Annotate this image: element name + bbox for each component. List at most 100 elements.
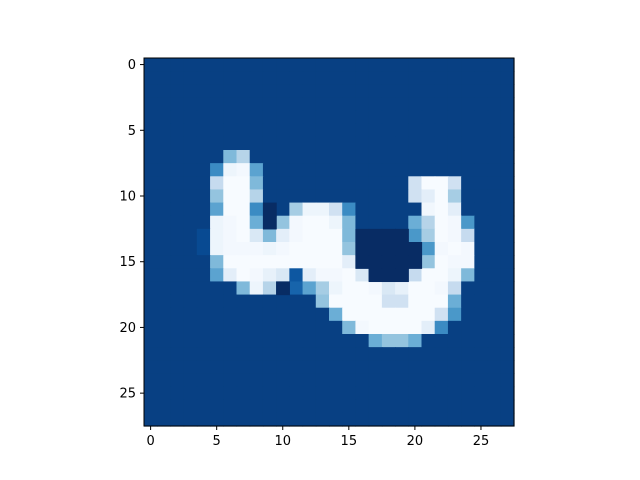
heatmap-cell <box>447 373 462 388</box>
heatmap-cell <box>487 281 502 296</box>
heatmap-cell <box>276 84 290 99</box>
heatmap-cell <box>144 110 158 125</box>
heatmap-cell <box>408 307 423 322</box>
heatmap-cell <box>368 242 383 256</box>
heatmap-cell <box>474 228 489 243</box>
heatmap-cell <box>487 150 502 164</box>
heatmap-cell <box>487 268 502 283</box>
heatmap-cell <box>183 84 198 99</box>
heatmap-cell <box>329 307 343 322</box>
heatmap-cell <box>170 242 185 256</box>
heatmap-cell <box>262 97 277 112</box>
heatmap-cell <box>196 189 211 204</box>
heatmap-cell <box>302 307 317 322</box>
heatmap-cell <box>381 150 396 164</box>
heatmap-cell <box>474 386 489 401</box>
heatmap-cell <box>302 215 317 230</box>
heatmap-cell <box>421 176 436 191</box>
heatmap-cell <box>144 412 158 427</box>
heatmap-cell <box>461 215 475 230</box>
heatmap-cell <box>289 136 304 151</box>
heatmap-cell <box>500 294 515 309</box>
heatmap-cell <box>249 334 264 348</box>
heatmap-cell <box>276 255 290 269</box>
heatmap-cell <box>315 123 330 138</box>
heatmap-cell <box>408 347 423 361</box>
heatmap-cell <box>157 84 172 99</box>
heatmap-cell <box>183 281 198 296</box>
heatmap-cell <box>355 202 370 217</box>
heatmap-cell <box>302 334 317 348</box>
heatmap-cell <box>183 215 198 230</box>
heatmap-cell <box>289 58 304 72</box>
x-tick-label: 10 <box>274 434 291 449</box>
heatmap-cell <box>474 136 489 151</box>
heatmap-cell <box>236 386 251 401</box>
heatmap-cell <box>381 386 396 401</box>
heatmap-cell <box>144 307 158 322</box>
heatmap-cell <box>315 412 330 427</box>
heatmap-cell <box>368 123 383 138</box>
heatmap-cell <box>395 373 409 388</box>
heatmap-cell <box>170 399 185 414</box>
heatmap-cell <box>342 386 357 401</box>
heatmap-cell <box>183 386 198 401</box>
heatmap-cell <box>196 294 211 309</box>
heatmap-cell <box>395 255 409 269</box>
heatmap-cell <box>289 215 304 230</box>
heatmap-cell <box>408 242 423 256</box>
heatmap-cell <box>395 334 409 348</box>
heatmap-cell <box>157 320 172 335</box>
heatmap-cell <box>342 97 357 112</box>
heatmap-cell <box>223 255 238 269</box>
heatmap-cell <box>381 281 396 296</box>
heatmap-cell <box>315 386 330 401</box>
heatmap-cell <box>249 97 264 112</box>
heatmap-cell <box>355 228 370 243</box>
heatmap-cell <box>289 189 304 204</box>
heatmap-cell <box>170 320 185 335</box>
heatmap-cell <box>474 373 489 388</box>
heatmap-cell <box>487 347 502 361</box>
heatmap-cell <box>249 307 264 322</box>
heatmap-cell <box>355 320 370 335</box>
heatmap-cell <box>302 399 317 414</box>
heatmap-cell <box>355 268 370 283</box>
heatmap-cell <box>461 58 475 72</box>
heatmap-cell <box>461 307 475 322</box>
heatmap-cell <box>461 136 475 151</box>
heatmap-cell <box>183 360 198 375</box>
heatmap-cell <box>302 373 317 388</box>
heatmap-cell <box>355 360 370 375</box>
heatmap-cell <box>395 320 409 335</box>
heatmap-cell <box>329 320 343 335</box>
heatmap-cell <box>329 334 343 348</box>
heatmap-cell <box>315 373 330 388</box>
heatmap-cell <box>447 228 462 243</box>
heatmap-cell <box>302 228 317 243</box>
heatmap-cell <box>236 399 251 414</box>
heatmap-cell <box>210 268 224 283</box>
heatmap-cell <box>408 399 423 414</box>
heatmap-cell <box>210 242 224 256</box>
heatmap-cell <box>236 242 251 256</box>
heatmap-cell <box>421 373 436 388</box>
heatmap-cell <box>368 360 383 375</box>
heatmap-cell <box>487 110 502 125</box>
heatmap-cell <box>196 334 211 348</box>
heatmap-cell <box>434 84 449 99</box>
heatmap-cell <box>329 242 343 256</box>
heatmap-cell <box>487 215 502 230</box>
heatmap-cell <box>249 176 264 191</box>
heatmap-cell <box>249 255 264 269</box>
heatmap-cell <box>381 71 396 85</box>
heatmap-cell <box>223 71 238 85</box>
heatmap-cell <box>447 307 462 322</box>
heatmap-cell <box>381 58 396 72</box>
heatmap-cell <box>302 84 317 99</box>
heatmap-cell <box>395 215 409 230</box>
heatmap-cell <box>289 347 304 361</box>
heatmap-cell <box>368 373 383 388</box>
heatmap-cell <box>289 255 304 269</box>
heatmap-cell <box>223 268 238 283</box>
